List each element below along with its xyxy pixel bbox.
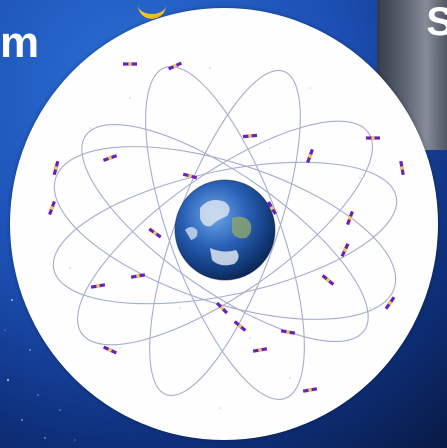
slide-title-fragment-right: S [426, 0, 447, 44]
earth-globe [174, 179, 276, 281]
logo-swoosh [138, 0, 166, 19]
slide-title-fragment: m [0, 18, 41, 67]
gps-constellation-disc [10, 8, 438, 440]
orbit-diagram [47, 61, 406, 409]
orbit-paths [52, 65, 398, 401]
